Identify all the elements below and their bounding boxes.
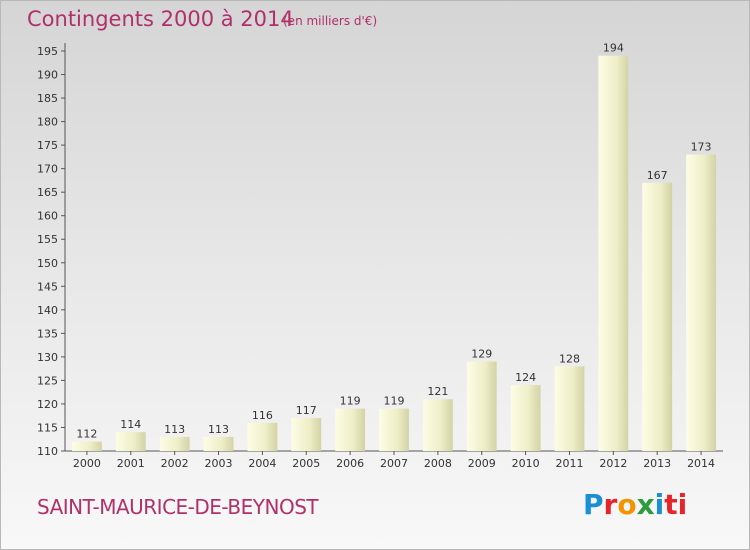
data-label: 194 — [603, 42, 624, 55]
bar — [598, 55, 629, 452]
logo-letter: P — [583, 488, 604, 521]
bar — [247, 422, 278, 451]
y-tick-label: 140 — [37, 304, 58, 317]
y-tick-label: 195 — [37, 45, 58, 58]
bar — [335, 408, 366, 451]
data-label: 124 — [515, 371, 536, 384]
data-label: 114 — [120, 418, 141, 431]
data-label: 128 — [559, 352, 580, 365]
y-tick-label: 190 — [37, 69, 58, 82]
chart-bars — [72, 55, 716, 452]
y-tick-label: 185 — [37, 92, 58, 105]
data-label: 116 — [252, 409, 273, 422]
bar — [686, 154, 716, 451]
logo-letter: ti — [664, 488, 688, 521]
data-label: 119 — [384, 395, 405, 408]
y-tick-label: 125 — [37, 374, 58, 387]
bar — [466, 361, 497, 451]
chart-axes: 110 115 120 125 130 135 140 145 150 155 160 165 170 1… — [37, 43, 723, 470]
data-label: 129 — [471, 348, 492, 361]
data-label: 113 — [164, 423, 185, 436]
bar — [379, 408, 409, 451]
data-label: 113 — [208, 423, 229, 436]
x-tick-label: 2005 — [292, 457, 320, 470]
y-tick-label: 150 — [37, 257, 58, 270]
x-tick-label: 2013 — [643, 457, 671, 470]
y-tick-label: 165 — [37, 186, 58, 199]
y-tick-label: 115 — [37, 421, 58, 434]
x-tick-label: 2011 — [555, 457, 583, 470]
bar — [159, 436, 190, 451]
y-tick-label: 135 — [37, 327, 58, 340]
y-tick-label: 145 — [37, 280, 58, 293]
bar — [510, 385, 541, 451]
bar — [115, 432, 146, 451]
bar — [203, 436, 234, 451]
logo-letter: x — [636, 488, 655, 521]
commune-name: SAINT-MAURICE-DE-BEYNOST — [37, 495, 319, 519]
x-tick-label: 2000 — [73, 457, 101, 470]
logo-letter: o — [617, 488, 637, 521]
x-tick-label: 2012 — [599, 457, 627, 470]
x-tick-label: 2014 — [687, 457, 715, 470]
x-tick-label: 2001 — [117, 457, 145, 470]
x-tick-label: 2009 — [468, 457, 496, 470]
y-tick-label: 160 — [37, 210, 58, 223]
x-tick-label: 2007 — [380, 457, 408, 470]
bar — [554, 366, 585, 451]
bar-chart: 110 115 120 125 130 135 140 145 150 155 160 165 170 1… — [37, 42, 723, 470]
bar — [422, 399, 453, 451]
y-tick-label: 130 — [37, 351, 58, 364]
data-label: 112 — [76, 428, 97, 441]
data-label: 119 — [340, 395, 361, 408]
chart-title: Contingents 2000 à 2014 — [27, 7, 294, 31]
x-tick-label: 2003 — [205, 457, 233, 470]
chart-data-labels: 112 114 113 113 116 117 119 119 121 129 124 128 194 1… — [76, 42, 711, 441]
y-tick-label: 180 — [37, 116, 58, 129]
y-tick-label: 170 — [37, 163, 58, 176]
data-label: 167 — [647, 169, 668, 182]
bar — [642, 182, 673, 451]
data-label: 117 — [296, 404, 317, 417]
x-tick-label: 2004 — [248, 457, 276, 470]
y-tick-label: 175 — [37, 139, 58, 152]
data-label: 121 — [427, 385, 448, 398]
y-tick-label: 110 — [37, 445, 58, 458]
x-tick-label: 2008 — [424, 457, 452, 470]
proxiti-logo[interactable]: Proxiti — [583, 488, 687, 521]
y-tick-label: 120 — [37, 398, 58, 411]
data-label: 173 — [691, 141, 712, 154]
x-tick-label: 2006 — [336, 457, 364, 470]
logo-letter: i — [654, 488, 665, 521]
bar — [72, 441, 102, 451]
x-tick-label: 2010 — [512, 457, 540, 470]
bar — [291, 418, 322, 451]
logo-letter: r — [603, 488, 618, 521]
chart-unit: (en milliers d'€) — [283, 14, 378, 28]
x-tick-label: 2002 — [161, 457, 189, 470]
y-tick-label: 155 — [37, 233, 58, 246]
